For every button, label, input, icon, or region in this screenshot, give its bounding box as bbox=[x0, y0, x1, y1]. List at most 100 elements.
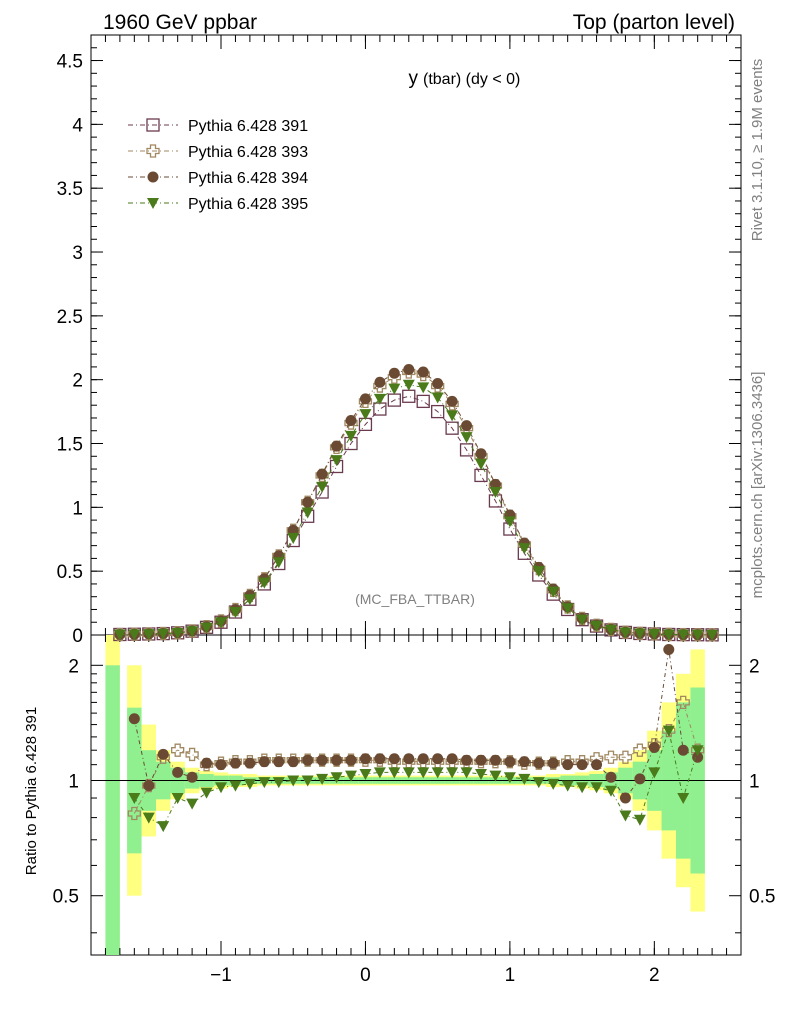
legend-marker bbox=[147, 171, 159, 183]
ratio-point bbox=[186, 798, 199, 810]
data-point bbox=[417, 382, 430, 394]
ratio-point bbox=[475, 754, 487, 766]
ratio-line bbox=[133, 649, 698, 799]
ratio-point bbox=[446, 767, 459, 779]
main-series-group bbox=[113, 363, 719, 642]
ratio-point bbox=[533, 757, 545, 769]
ratio-ytick-label: 0.5 bbox=[53, 887, 79, 908]
data-point bbox=[532, 566, 545, 578]
ratio-uncertainty-band bbox=[105, 635, 705, 955]
ratio-point bbox=[185, 747, 199, 762]
data-point bbox=[576, 614, 589, 626]
data-point bbox=[272, 557, 285, 569]
legend-entry: Pythia 6.428 395 bbox=[128, 196, 308, 213]
ratio-point bbox=[532, 777, 545, 789]
data-point bbox=[331, 440, 343, 452]
main-ytick-label: 1 bbox=[72, 498, 83, 519]
ratio-point bbox=[503, 772, 516, 784]
ratio-point bbox=[359, 753, 371, 765]
legend-label: Pythia 6.428 391 bbox=[188, 118, 308, 135]
legend-entry: Pythia 6.428 394 bbox=[128, 170, 308, 187]
legend-marker bbox=[147, 198, 159, 209]
xtick-label: 2 bbox=[649, 965, 660, 986]
ratio-series-group bbox=[127, 643, 705, 833]
data-point bbox=[475, 458, 487, 470]
ratio-line bbox=[133, 728, 699, 827]
ratio-point bbox=[128, 713, 140, 725]
plot-title-sub: (tbar) (dy < 0) bbox=[423, 71, 520, 88]
data-point bbox=[633, 628, 646, 640]
ratio-point bbox=[576, 782, 589, 794]
ratio-ylabel: Ratio to Pythia 6.428 391 bbox=[23, 707, 40, 875]
data-point bbox=[215, 617, 227, 629]
data-point bbox=[301, 507, 314, 519]
legend-label: Pythia 6.428 395 bbox=[188, 196, 308, 213]
legend-marker bbox=[146, 118, 160, 132]
data-point bbox=[590, 620, 603, 632]
data-point bbox=[662, 629, 675, 641]
data-point bbox=[677, 629, 690, 641]
data-point bbox=[503, 516, 516, 528]
data-point bbox=[706, 629, 719, 641]
ratio-point bbox=[128, 793, 141, 805]
ratio-point bbox=[634, 773, 646, 785]
ratio-point bbox=[547, 757, 559, 769]
ratio-point bbox=[345, 754, 357, 766]
data-point bbox=[561, 603, 574, 615]
main-ytick-label: 4.5 bbox=[57, 52, 83, 73]
data-point bbox=[186, 626, 199, 638]
ratio-point bbox=[402, 767, 415, 779]
ratio-point bbox=[215, 782, 227, 794]
ratio-point bbox=[561, 780, 574, 792]
ratio-line bbox=[133, 701, 699, 814]
data-point bbox=[345, 430, 357, 442]
ratio-point bbox=[229, 757, 241, 769]
data-point bbox=[489, 487, 502, 499]
ratio-point bbox=[489, 754, 501, 766]
data-point bbox=[243, 594, 256, 606]
main-ytick-label: 1.5 bbox=[57, 435, 83, 456]
ratio-point bbox=[648, 741, 660, 753]
legend-marker bbox=[146, 144, 160, 158]
legend-label: Pythia 6.428 394 bbox=[188, 170, 308, 187]
ratio-point bbox=[691, 745, 704, 757]
band-green-segment bbox=[105, 665, 120, 955]
data-point bbox=[446, 395, 458, 407]
main-ytick-label: 0.5 bbox=[57, 562, 83, 583]
data-point bbox=[605, 624, 617, 636]
ratio-point bbox=[518, 756, 530, 768]
ratio-plot-frame bbox=[90, 634, 742, 956]
ratio-ytick-label-right: 0.5 bbox=[749, 887, 775, 908]
ratio-point bbox=[590, 782, 603, 794]
ratio-point bbox=[302, 754, 314, 766]
ratio-point bbox=[359, 768, 372, 780]
ratio-point bbox=[201, 757, 213, 769]
data-point bbox=[619, 627, 632, 639]
main-ytick-label: 2 bbox=[72, 371, 83, 392]
ratio-point bbox=[388, 767, 401, 779]
legend-entry: Pythia 6.428 393 bbox=[128, 144, 308, 161]
ratio-series-pythia-6-428-394 bbox=[128, 643, 704, 804]
header-right: Top (parton level) bbox=[573, 11, 735, 34]
ratio-point bbox=[663, 643, 675, 655]
data-point bbox=[359, 393, 371, 405]
data-point bbox=[431, 404, 445, 419]
ratio-point bbox=[504, 756, 516, 768]
ratio-point bbox=[287, 756, 299, 768]
data-point bbox=[547, 586, 560, 598]
main-ytick-label: 0 bbox=[72, 626, 83, 647]
main-ytick-label: 3.5 bbox=[57, 179, 83, 200]
ratio-point bbox=[432, 753, 444, 765]
ratio-point bbox=[403, 753, 415, 765]
ratio-point bbox=[618, 750, 633, 764]
ratio-point bbox=[547, 778, 560, 790]
rivet-label: Rivet 3.1.10, ≥ 1.9M events bbox=[749, 59, 766, 242]
xtick-label: 1 bbox=[505, 965, 516, 986]
ratio-point bbox=[244, 757, 256, 769]
ratio-point bbox=[648, 767, 661, 779]
data-point bbox=[648, 628, 661, 640]
data-point bbox=[431, 392, 444, 404]
header-left: 1960 GeV ppbar bbox=[103, 11, 257, 34]
main-ytick-label: 4 bbox=[72, 115, 83, 136]
